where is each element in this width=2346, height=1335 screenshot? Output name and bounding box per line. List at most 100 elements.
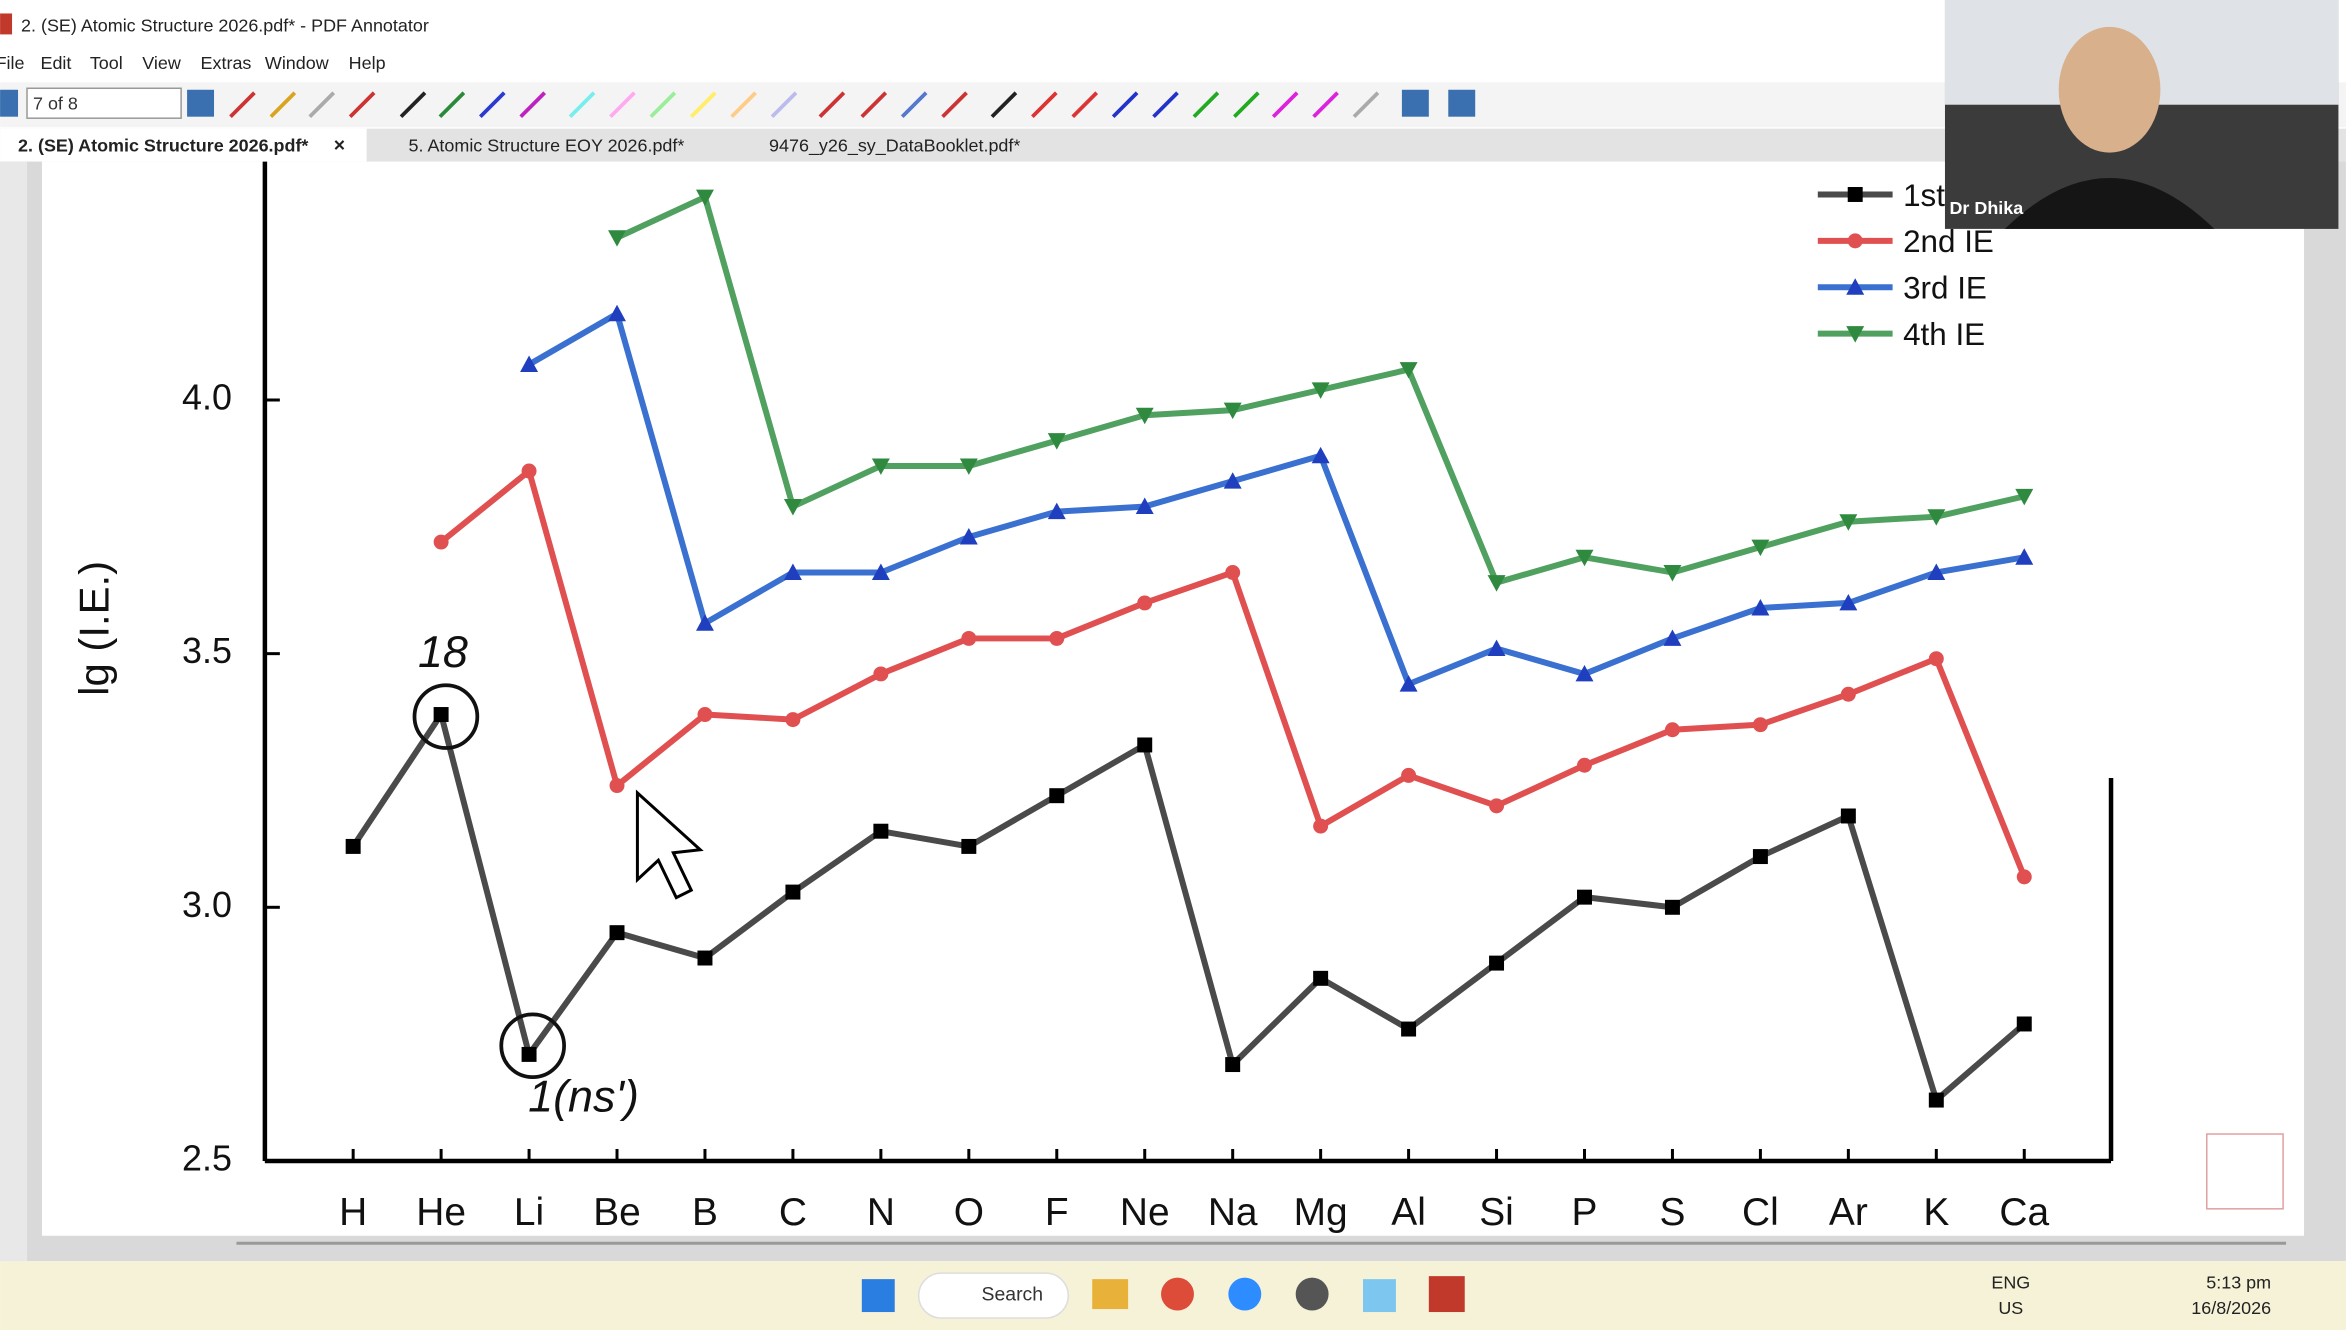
- tab-label[interactable]: 9476_y26_sy_DataBooklet.pdf*: [769, 135, 1020, 156]
- taskbar-app[interactable]: [1363, 1279, 1396, 1313]
- taskbar-app[interactable]: [1428, 1276, 1465, 1313]
- ink-annotation: 1(ns'): [528, 1070, 639, 1121]
- tool-button[interactable]: [730, 91, 757, 119]
- taskbar-app[interactable]: [1295, 1277, 1329, 1311]
- menu-item[interactable]: Help: [349, 53, 386, 73]
- tool-button[interactable]: [860, 91, 888, 119]
- data-point: [1847, 187, 1863, 202]
- data-point: [1401, 767, 1417, 783]
- tool-button[interactable]: [229, 91, 256, 119]
- data-point: [608, 230, 626, 247]
- x-tick-label: B: [692, 1191, 718, 1234]
- data-point: [1223, 472, 1242, 489]
- x-tick-label: N: [867, 1191, 895, 1234]
- taskbar-app[interactable]: [1161, 1277, 1194, 1311]
- data-point: [1135, 497, 1154, 515]
- mouse-cursor: [635, 789, 704, 900]
- tab-label[interactable]: 5. Atomic Structure EOY 2026.pdf*: [409, 135, 685, 155]
- zoom-out-button[interactable]: [1448, 89, 1476, 117]
- tool-button[interactable]: [399, 91, 427, 119]
- raise-hand-button[interactable]: [2206, 1133, 2284, 1210]
- tool-button[interactable]: [1071, 91, 1099, 119]
- x-tick-label: O: [954, 1191, 984, 1234]
- tool-button[interactable]: [649, 91, 677, 119]
- data-point: [1577, 757, 1592, 773]
- tab-label[interactable]: 2. (SE) Atomic Structure 2026.pdf*: [18, 135, 308, 155]
- data-point: [695, 614, 714, 631]
- menu-item[interactable]: File: [0, 53, 25, 73]
- tool-button[interactable]: [519, 91, 546, 119]
- tool-button[interactable]: [1152, 91, 1179, 119]
- x-tick-label: Cl: [1742, 1191, 1779, 1234]
- tool-button[interactable]: [1031, 91, 1058, 119]
- data-point: [1225, 1057, 1241, 1073]
- tool-button[interactable]: [1192, 91, 1220, 119]
- tool-button[interactable]: [990, 91, 1018, 119]
- menu-item[interactable]: Window: [265, 53, 329, 73]
- tool-button[interactable]: [900, 91, 928, 119]
- data-point: [1487, 639, 1506, 657]
- tool-button[interactable]: [1111, 91, 1139, 119]
- taskbar-app[interactable]: [1092, 1279, 1129, 1310]
- region: US: [1998, 1298, 2023, 1318]
- tool-button[interactable]: [308, 91, 336, 119]
- zoom-in-button[interactable]: [1401, 89, 1429, 117]
- prev-page-button[interactable]: [0, 89, 19, 117]
- data-point: [1137, 737, 1153, 753]
- data-point: [433, 707, 449, 723]
- x-tick-label: Li: [514, 1191, 544, 1234]
- menu-item[interactable]: View: [142, 53, 181, 73]
- data-point: [695, 189, 714, 207]
- taskbar-app[interactable]: [1228, 1277, 1262, 1311]
- data-point: [1751, 599, 1770, 616]
- data-point: [609, 925, 625, 941]
- page-box[interactable]: [26, 87, 182, 119]
- data-point: [1223, 402, 1242, 420]
- tool-button[interactable]: [1271, 91, 1299, 119]
- start-button[interactable]: [861, 1279, 895, 1313]
- tool-button[interactable]: [941, 91, 968, 119]
- tool-button[interactable]: [818, 91, 846, 119]
- tool-button[interactable]: [269, 91, 297, 119]
- data-point: [1401, 1021, 1417, 1037]
- tool-button[interactable]: [438, 91, 466, 119]
- data-point: [1664, 899, 1680, 915]
- data-point: [520, 355, 539, 372]
- menu-item[interactable]: Extras: [201, 53, 252, 73]
- data-point: [1225, 565, 1241, 580]
- tool-button[interactable]: [1352, 91, 1380, 119]
- legend-label: 2nd IE: [1903, 224, 1994, 259]
- tool-button[interactable]: [479, 91, 506, 119]
- x-tick-label: C: [779, 1191, 807, 1234]
- data-point: [1752, 717, 1768, 733]
- tool-button[interactable]: [568, 91, 596, 119]
- y-tick-label: 3.0: [182, 885, 232, 925]
- next-page-button[interactable]: [187, 89, 215, 117]
- data-point: [1839, 514, 1858, 531]
- tool-button[interactable]: [1233, 91, 1260, 119]
- data-point: [1487, 575, 1506, 592]
- data-point: [1575, 664, 1594, 682]
- tool-button[interactable]: [609, 91, 636, 119]
- data-point: [1399, 675, 1418, 692]
- tool-button[interactable]: [1312, 91, 1339, 119]
- app-icon: [0, 13, 13, 35]
- active-tab[interactable]: [0, 128, 367, 162]
- search-box[interactable]: [917, 1272, 1070, 1319]
- data-point: [609, 778, 625, 794]
- x-tick-label: Si: [1479, 1191, 1514, 1234]
- data-point: [1751, 539, 1770, 557]
- tool-button[interactable]: [689, 91, 717, 119]
- data-point: [873, 666, 889, 682]
- x-tick-label: K: [1923, 1191, 1949, 1234]
- language: ENG: [1991, 1272, 2030, 1292]
- menu-item[interactable]: Edit: [40, 53, 71, 73]
- menu-item[interactable]: Tool: [90, 53, 123, 73]
- ink-annotation: 18: [418, 626, 468, 677]
- tool-button[interactable]: [348, 91, 376, 119]
- y-tick-label: 3.5: [182, 631, 232, 671]
- tool-button[interactable]: [770, 91, 798, 119]
- legend-label: 4th IE: [1903, 317, 1985, 352]
- tab-close[interactable]: ×: [334, 135, 345, 157]
